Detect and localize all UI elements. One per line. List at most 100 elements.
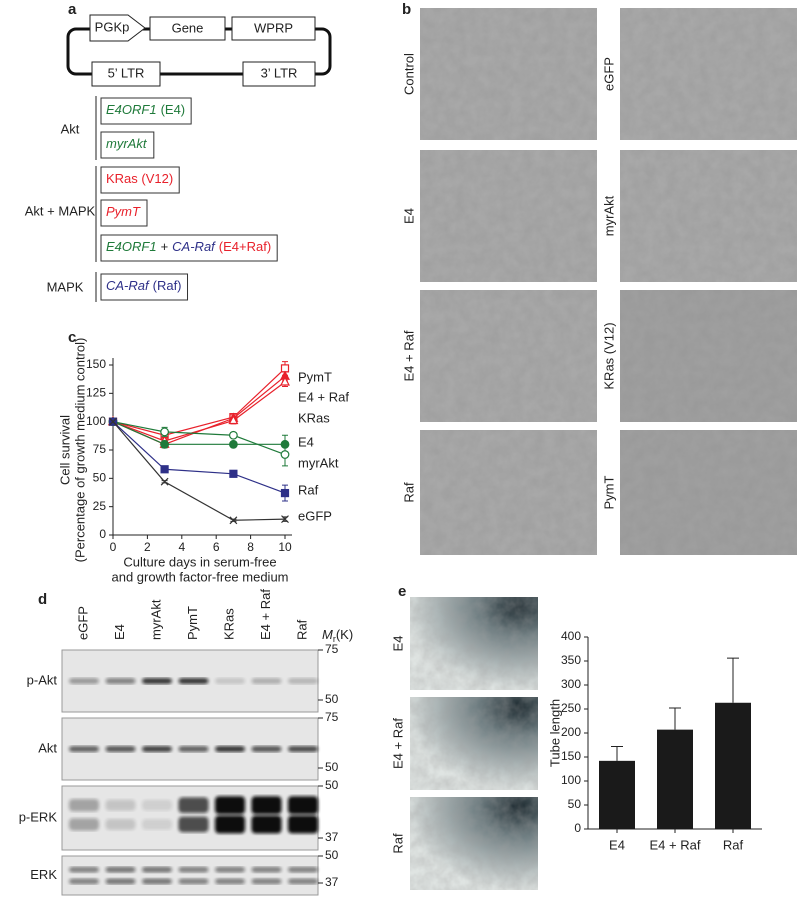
point bbox=[160, 427, 170, 437]
construct-label: WPRP bbox=[254, 20, 293, 35]
lane-label: Raf bbox=[294, 619, 309, 640]
band bbox=[215, 746, 245, 752]
band bbox=[105, 746, 136, 752]
mass-unit: (K) bbox=[336, 627, 353, 642]
marker-label: 50 bbox=[325, 692, 339, 706]
item-text: (E4) bbox=[161, 102, 186, 117]
band bbox=[178, 866, 209, 873]
band bbox=[215, 878, 245, 885]
band bbox=[288, 678, 318, 684]
marker-label: 50 bbox=[325, 778, 339, 792]
band bbox=[178, 878, 209, 885]
item-text: (Raf) bbox=[153, 278, 182, 293]
item-text: PymT bbox=[106, 204, 141, 219]
construct-label: PGKp bbox=[95, 19, 130, 34]
band bbox=[251, 815, 282, 834]
point bbox=[280, 450, 290, 459]
band bbox=[215, 796, 245, 815]
mass-label: Mr(K) bbox=[322, 627, 353, 644]
micrograph-label: PymT bbox=[601, 475, 616, 509]
construct-item: myrAkt bbox=[106, 136, 148, 151]
band bbox=[215, 866, 245, 873]
micrograph-label: KRas (V12) bbox=[601, 322, 616, 389]
y-tick-label: 25 bbox=[93, 499, 107, 513]
micrograph bbox=[420, 150, 597, 282]
tube-label: E4 bbox=[390, 636, 405, 652]
construct-item: KRas (V12) bbox=[106, 171, 173, 186]
band bbox=[142, 866, 172, 873]
series-line bbox=[112, 421, 286, 456]
bar bbox=[657, 729, 693, 829]
series-label: myrAkt bbox=[298, 455, 339, 470]
bar bbox=[599, 760, 635, 829]
band bbox=[105, 678, 136, 684]
y-tick-label: 150 bbox=[561, 749, 581, 763]
band bbox=[69, 878, 99, 885]
band bbox=[142, 678, 172, 684]
lane-label: eGFP bbox=[75, 606, 90, 640]
mass-symbol: M bbox=[322, 627, 333, 642]
band bbox=[142, 746, 172, 752]
micrograph bbox=[420, 290, 597, 422]
point bbox=[160, 477, 169, 486]
item-text: myrAkt bbox=[106, 136, 148, 151]
error-bar bbox=[727, 657, 739, 703]
micrograph bbox=[620, 150, 797, 282]
row-label: ERK bbox=[30, 867, 57, 882]
y-tick-label: 350 bbox=[561, 653, 581, 667]
error-bar bbox=[669, 707, 681, 730]
tube-texture bbox=[410, 697, 538, 790]
point bbox=[160, 439, 170, 449]
x-tick-label: 10 bbox=[278, 540, 292, 554]
point bbox=[160, 465, 169, 474]
panel-label: d bbox=[38, 591, 47, 608]
series-line bbox=[112, 421, 286, 521]
item-box bbox=[100, 199, 148, 227]
micrograph-label: myrAkt bbox=[601, 195, 616, 236]
mass-subscript: r bbox=[333, 634, 336, 644]
band bbox=[215, 678, 245, 684]
band bbox=[69, 746, 99, 752]
point bbox=[280, 376, 290, 386]
band bbox=[251, 796, 282, 815]
marker-label: 37 bbox=[325, 830, 339, 844]
series-label: E4 bbox=[298, 434, 314, 449]
panel-label: a bbox=[68, 1, 77, 18]
y-tick-label: 250 bbox=[561, 701, 581, 715]
point bbox=[280, 488, 290, 498]
band bbox=[288, 866, 318, 873]
micrograph bbox=[620, 290, 797, 422]
point bbox=[228, 439, 238, 449]
construct-box bbox=[149, 16, 226, 41]
y-axis-label: Tube length bbox=[547, 699, 562, 767]
blot-panel bbox=[61, 855, 319, 896]
marker-label: 75 bbox=[325, 642, 339, 656]
point bbox=[229, 469, 238, 478]
marker-label: 75 bbox=[325, 710, 339, 724]
x-axis-label: and growth factor-free medium bbox=[111, 569, 288, 584]
item-text: KRas (V12) bbox=[106, 171, 173, 186]
error-bar bbox=[611, 745, 623, 761]
x-tick-label: 2 bbox=[144, 540, 151, 554]
item-box bbox=[100, 97, 192, 125]
band bbox=[178, 797, 209, 813]
y-tick-label: 50 bbox=[568, 797, 582, 811]
y-tick-label: 125 bbox=[86, 386, 106, 400]
x-tick-label: 8 bbox=[247, 540, 254, 554]
item-box bbox=[100, 234, 278, 262]
y-tick-label: 100 bbox=[561, 773, 581, 787]
micrograph-label: E4 bbox=[401, 208, 416, 224]
band bbox=[251, 678, 282, 684]
y-tick-label: 200 bbox=[561, 725, 581, 739]
micrograph bbox=[620, 8, 797, 140]
band bbox=[105, 818, 136, 830]
band bbox=[69, 818, 99, 831]
micrograph bbox=[420, 8, 597, 140]
row-label: Akt bbox=[38, 740, 57, 755]
row-label: p-ERK bbox=[19, 809, 58, 824]
y-tick-label: 150 bbox=[86, 357, 106, 371]
item-text: + bbox=[161, 239, 169, 254]
panel-label: b bbox=[402, 1, 411, 18]
